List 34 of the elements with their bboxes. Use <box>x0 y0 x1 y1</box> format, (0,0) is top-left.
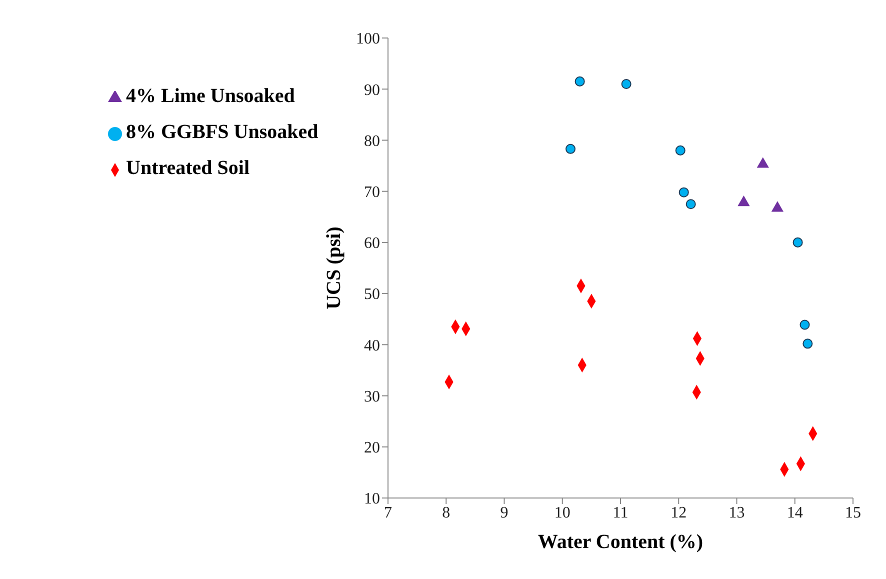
y-tick-label: 40 <box>364 337 380 354</box>
point <box>800 320 810 330</box>
point <box>802 338 813 349</box>
point <box>675 145 686 156</box>
point <box>678 187 689 198</box>
point <box>738 196 750 206</box>
y-tick-label: 30 <box>364 388 380 406</box>
y-tick-label: 60 <box>364 235 380 252</box>
x-tick-label: 12 <box>670 504 687 522</box>
point <box>566 144 576 154</box>
y-axis-title: UCS (psi) <box>323 226 346 310</box>
legend-label: Untreated Soil <box>126 157 250 179</box>
x-axis-title: Water Content (%) <box>538 531 704 553</box>
x-tick-label: 8 <box>442 504 450 522</box>
x-tick-label: 11 <box>612 504 628 522</box>
x-tick-label: 7 <box>384 504 392 522</box>
y-tick-label: 50 <box>364 286 380 304</box>
point <box>621 78 632 90</box>
point <box>792 237 803 248</box>
legend-label: 4% Lime Unsoaked <box>126 85 295 107</box>
x-tick-label: 13 <box>728 504 745 522</box>
y-tick-label: 90 <box>364 82 380 99</box>
y-tick-label: 70 <box>364 184 380 202</box>
point <box>686 199 696 210</box>
x-tick-label: 14 <box>786 504 803 522</box>
y-tick-label: 20 <box>364 440 380 457</box>
x-tick-label: 9 <box>500 504 508 522</box>
x-tick-label: 15 <box>845 504 861 522</box>
y-tick-label: 80 <box>364 132 380 150</box>
y-tick-label: 100 <box>356 30 380 48</box>
x-tick-label: 10 <box>554 504 570 522</box>
y-tick-label: 10 <box>364 490 380 508</box>
point <box>574 76 585 86</box>
legend-label: 8% GGBFS Unsoaked <box>126 121 318 143</box>
